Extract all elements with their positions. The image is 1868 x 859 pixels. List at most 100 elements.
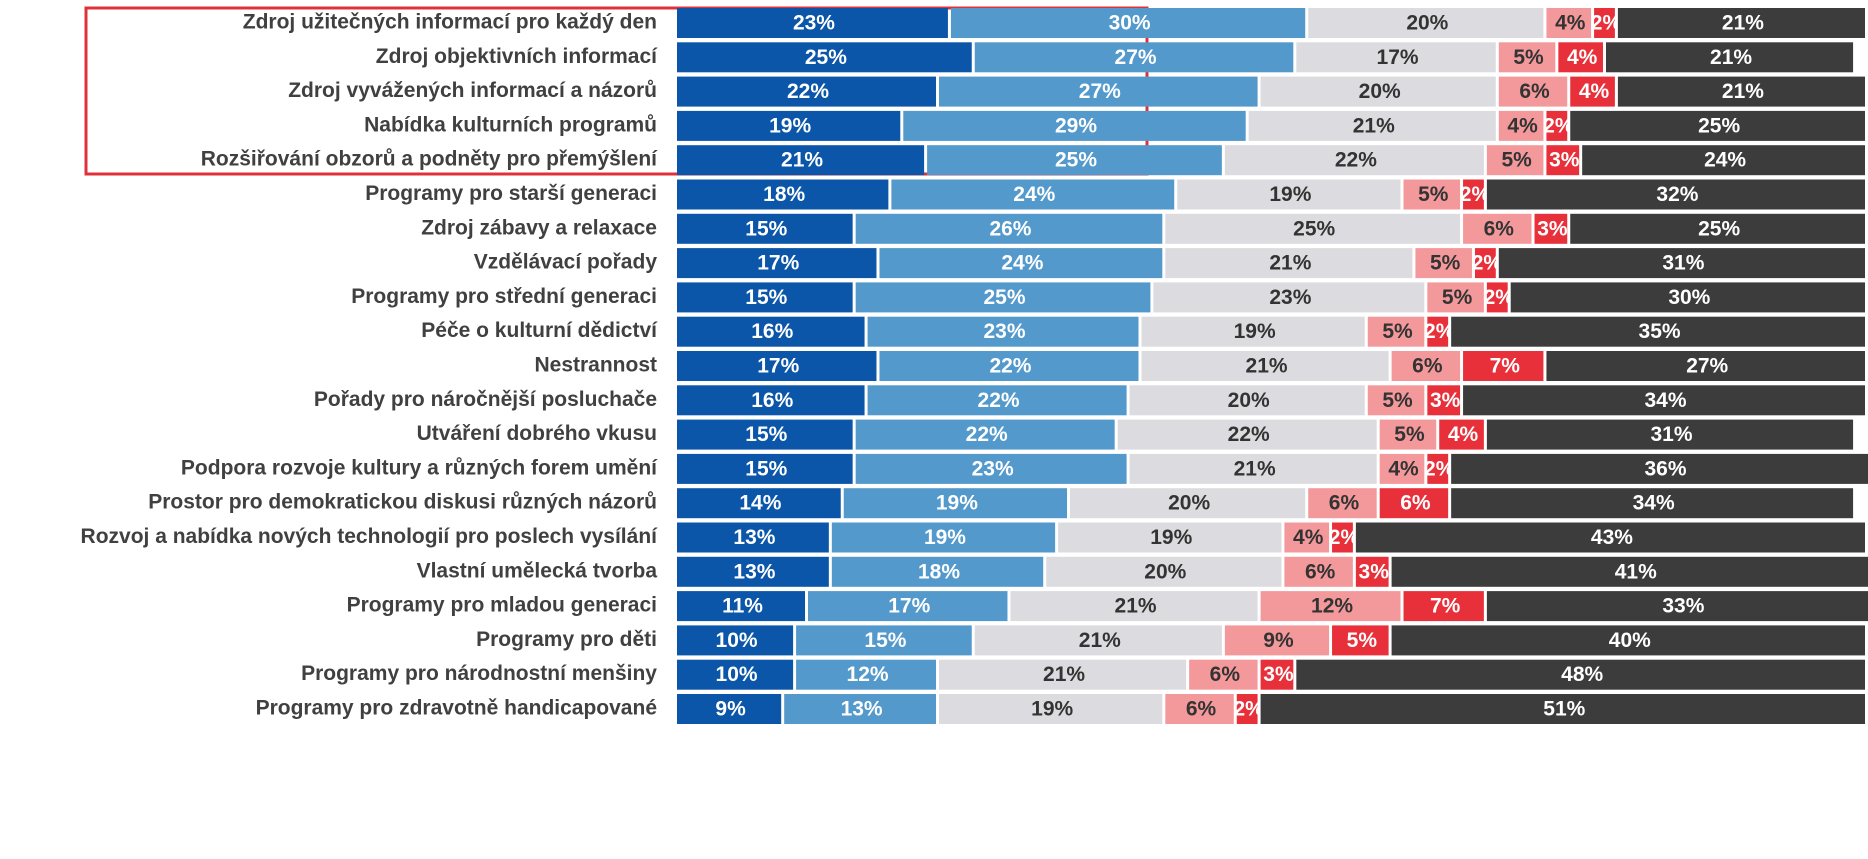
- bar-segment: [843, 488, 1068, 519]
- category-label: Péče o kulturní dědictví: [421, 319, 658, 342]
- bar-segment: [1129, 385, 1365, 416]
- bar-segment: [1248, 110, 1496, 141]
- bar-segment: [1463, 213, 1532, 244]
- bar-segment: [1439, 419, 1484, 450]
- value-label: 3%: [1430, 389, 1461, 412]
- bar-segment: [1558, 42, 1603, 73]
- value-label: 22%: [989, 355, 1031, 378]
- bar-segment: [677, 76, 937, 107]
- value-label: 34%: [1633, 492, 1675, 515]
- bar-segment: [1534, 213, 1568, 244]
- bar-segment: [1391, 556, 1868, 587]
- bar-segment: [1570, 213, 1865, 244]
- value-label: 21%: [781, 149, 823, 172]
- bar-segment: [1486, 179, 1865, 210]
- bar-segment: [1391, 625, 1865, 656]
- value-label: 23%: [972, 457, 1014, 480]
- value-label: 41%: [1615, 560, 1657, 583]
- bar-segment: [677, 110, 901, 141]
- value-label: 2%: [1472, 252, 1503, 275]
- value-label: 7%: [1430, 595, 1461, 618]
- value-label: 5%: [1382, 320, 1413, 343]
- value-label: 5%: [1513, 46, 1544, 69]
- value-label: 21%: [1079, 629, 1121, 652]
- bar-segment: [1486, 145, 1544, 176]
- value-label: 13%: [841, 698, 883, 721]
- bar-segment: [1403, 591, 1484, 622]
- value-label: 4%: [1555, 12, 1586, 35]
- bar-segment: [1427, 385, 1461, 416]
- bar-segment: [879, 248, 1163, 279]
- bar-segment: [784, 694, 937, 724]
- bar-segment: [1332, 625, 1389, 656]
- bar-segment: [1224, 145, 1484, 176]
- bar-segment: [808, 591, 1008, 622]
- value-label: 35%: [1639, 320, 1681, 343]
- bar-segment: [1498, 76, 1568, 107]
- value-label: 19%: [1031, 698, 1073, 721]
- bar-segment: [677, 248, 877, 279]
- value-label: 19%: [924, 526, 966, 549]
- category-label: Rozšiřování obzorů a podněty pro přemýšl…: [201, 148, 658, 171]
- bar-segment: [1463, 179, 1484, 210]
- bar-segment: [855, 213, 1163, 244]
- value-label: 26%: [989, 217, 1031, 240]
- value-label: 25%: [1698, 217, 1740, 240]
- value-label: 6%: [1412, 355, 1443, 378]
- value-label: 4%: [1567, 46, 1598, 69]
- value-label: 17%: [1377, 46, 1419, 69]
- category-label: Programy pro děti: [476, 628, 657, 651]
- bar-segment: [1617, 8, 1865, 38]
- value-label: 6%: [1484, 217, 1515, 240]
- bar-segment: [677, 522, 829, 553]
- value-label: 21%: [1710, 46, 1752, 69]
- value-label: 19%: [1269, 183, 1311, 206]
- value-label: 17%: [888, 595, 930, 618]
- value-label: 25%: [984, 286, 1026, 309]
- value-label: 24%: [1704, 149, 1746, 172]
- bar-segment: [796, 625, 972, 656]
- value-label: 5%: [1394, 423, 1425, 446]
- value-label: 20%: [1228, 389, 1270, 412]
- value-label: 4%: [1388, 457, 1419, 480]
- category-label: Nabídka kulturních programů: [364, 113, 657, 136]
- bar-segment: [677, 213, 853, 244]
- value-label: 24%: [1001, 252, 1043, 275]
- bar-segment: [1486, 419, 1854, 450]
- bar-segment: [677, 385, 865, 416]
- category-label: Programy pro zdravotně handicapované: [256, 697, 657, 720]
- value-label: 48%: [1561, 663, 1603, 686]
- bar-segment: [1367, 385, 1425, 416]
- value-label: 25%: [805, 46, 847, 69]
- value-label: 25%: [1698, 114, 1740, 137]
- bar-segment: [1570, 110, 1865, 141]
- bar-segment: [1546, 8, 1592, 38]
- bar-segment: [1260, 694, 1865, 724]
- value-label: 4%: [1507, 114, 1538, 137]
- bar-segment: [1474, 248, 1496, 279]
- value-label: 43%: [1591, 526, 1633, 549]
- bar-segment: [1332, 522, 1353, 553]
- value-label: 21%: [1246, 355, 1288, 378]
- bar-segment: [677, 179, 889, 210]
- bar-segment: [796, 659, 937, 690]
- bar-segment: [1498, 110, 1544, 141]
- bar-segment: [974, 625, 1222, 656]
- value-label: 12%: [1311, 595, 1353, 618]
- bar-segment: [1260, 76, 1496, 107]
- bar-segment: [1165, 694, 1234, 724]
- bar-segment: [1308, 8, 1544, 38]
- bar-segment: [1296, 42, 1496, 73]
- bar-segment: [1451, 488, 1854, 519]
- value-label: 21%: [1234, 457, 1276, 480]
- value-label: 22%: [787, 80, 829, 103]
- bar-segment: [1379, 453, 1425, 484]
- value-label: 9%: [1263, 629, 1294, 652]
- category-label: Programy pro národnostní menšiny: [301, 662, 657, 685]
- category-label: Podpora rozvoje kultury a různých forem …: [181, 456, 658, 479]
- bar-segment: [1117, 419, 1377, 450]
- bar-segment: [1415, 248, 1472, 279]
- value-label: 21%: [1722, 12, 1764, 35]
- value-label: 20%: [1406, 12, 1448, 35]
- category-label: Zdroj zábavy a relaxace: [421, 216, 657, 239]
